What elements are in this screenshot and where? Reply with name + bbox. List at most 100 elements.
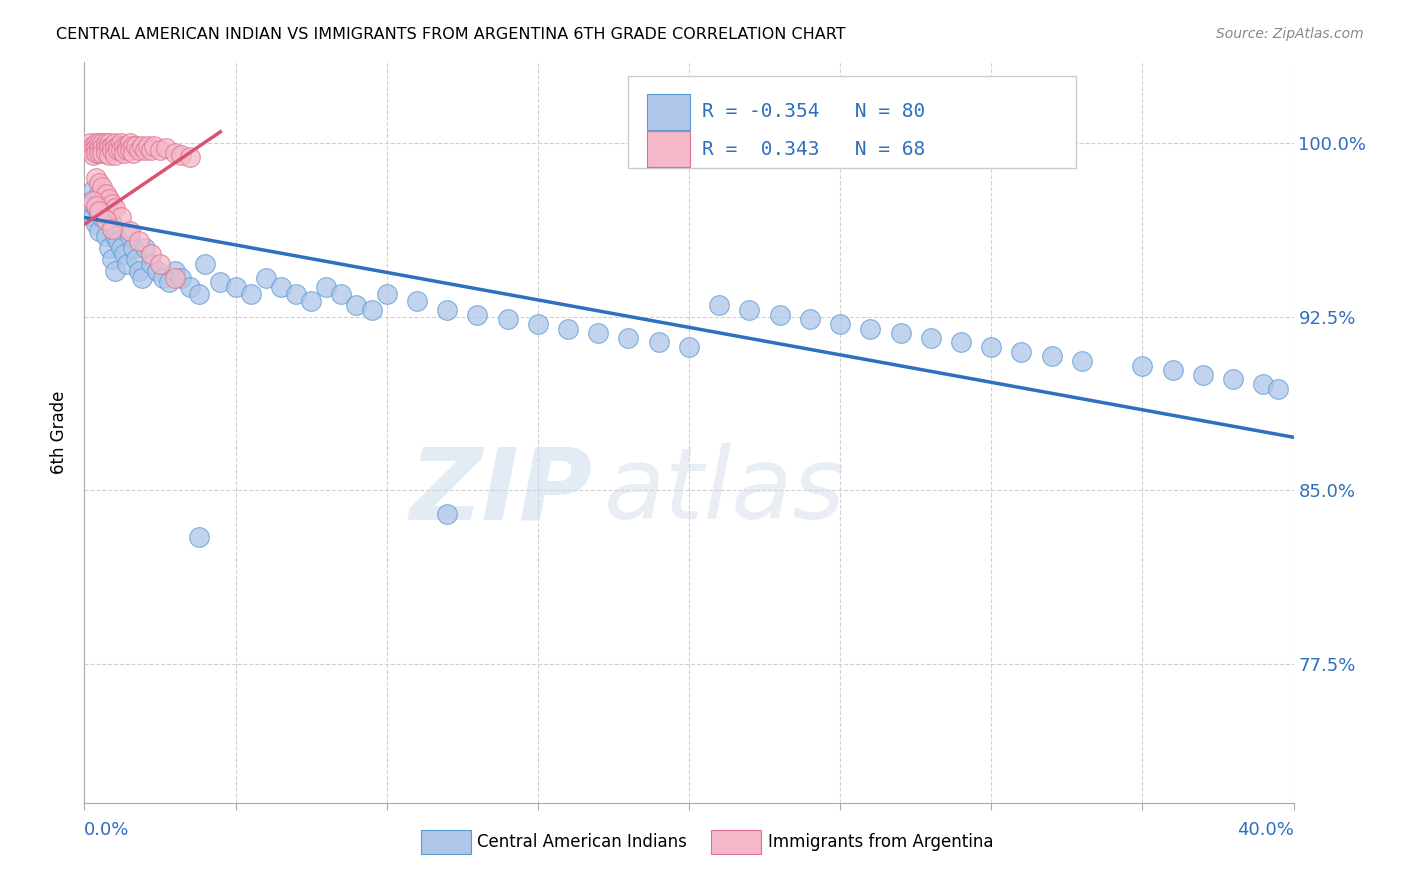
Point xyxy=(89,224,111,238)
FancyBboxPatch shape xyxy=(647,131,690,168)
Point xyxy=(179,280,201,294)
Point xyxy=(165,270,187,285)
Point xyxy=(165,145,187,160)
Point xyxy=(950,335,973,350)
Point xyxy=(157,275,180,289)
Point xyxy=(91,194,114,209)
Point xyxy=(94,187,117,202)
Point xyxy=(97,192,120,206)
Point xyxy=(128,144,150,158)
Point xyxy=(557,321,579,335)
Text: Central American Indians: Central American Indians xyxy=(478,833,688,851)
Point xyxy=(121,138,143,153)
Point xyxy=(315,280,337,294)
Point xyxy=(97,148,120,162)
Point xyxy=(115,144,138,158)
Point xyxy=(134,240,156,254)
Point xyxy=(112,138,135,153)
Point xyxy=(146,263,169,277)
Text: R = -0.354   N = 80: R = -0.354 N = 80 xyxy=(702,103,925,121)
Y-axis label: 6th Grade: 6th Grade xyxy=(51,391,69,475)
Point xyxy=(830,317,852,331)
Point xyxy=(128,263,150,277)
Point xyxy=(134,144,156,158)
Point xyxy=(225,280,247,294)
Text: atlas: atlas xyxy=(605,443,846,541)
Point xyxy=(82,144,104,158)
Point xyxy=(94,212,117,227)
Point xyxy=(100,144,122,158)
Point xyxy=(118,136,141,151)
Point xyxy=(86,218,108,232)
Point xyxy=(170,270,193,285)
Point xyxy=(1071,354,1094,368)
Point xyxy=(131,270,153,285)
Point xyxy=(170,148,193,162)
Point xyxy=(859,321,882,335)
Point xyxy=(330,286,353,301)
Point xyxy=(86,171,108,186)
Point xyxy=(110,211,132,225)
Point xyxy=(118,224,141,238)
Point xyxy=(920,331,942,345)
Point xyxy=(1253,377,1275,392)
Point xyxy=(94,201,117,215)
Point xyxy=(1011,344,1033,359)
Point xyxy=(131,138,153,153)
Point xyxy=(86,145,108,160)
Point xyxy=(188,530,211,544)
Point xyxy=(738,303,761,318)
Point xyxy=(91,136,114,151)
Point xyxy=(188,286,211,301)
Point xyxy=(527,317,550,331)
Point xyxy=(360,303,382,318)
Point xyxy=(149,257,172,271)
Point xyxy=(139,257,162,271)
Point xyxy=(1161,363,1184,377)
Point xyxy=(82,183,104,197)
Text: Source: ZipAtlas.com: Source: ZipAtlas.com xyxy=(1216,27,1364,41)
Point xyxy=(769,308,792,322)
Point xyxy=(254,270,277,285)
Point xyxy=(1192,368,1215,382)
Point xyxy=(79,136,101,151)
Point xyxy=(82,138,104,153)
Point xyxy=(678,340,700,354)
Point xyxy=(1040,349,1063,363)
Point xyxy=(299,293,322,308)
Point xyxy=(588,326,610,340)
Point xyxy=(110,144,132,158)
Point xyxy=(799,312,821,326)
Point xyxy=(94,229,117,244)
Point xyxy=(104,201,127,215)
Point xyxy=(709,298,731,312)
Point xyxy=(118,229,141,244)
Point xyxy=(115,257,138,271)
Point xyxy=(104,141,127,155)
Point xyxy=(89,187,111,202)
Text: 0.0%: 0.0% xyxy=(84,822,129,839)
Point xyxy=(139,144,162,158)
Text: 40.0%: 40.0% xyxy=(1237,822,1294,839)
Point xyxy=(346,298,368,312)
FancyBboxPatch shape xyxy=(420,830,471,854)
Point xyxy=(100,218,122,232)
Point xyxy=(91,211,114,225)
Point xyxy=(165,263,187,277)
Point xyxy=(375,286,398,301)
Point xyxy=(107,138,129,153)
Text: ZIP: ZIP xyxy=(409,443,592,541)
Point xyxy=(136,138,159,153)
Point xyxy=(406,293,429,308)
Point xyxy=(91,180,114,194)
Point xyxy=(104,229,127,244)
Point xyxy=(179,150,201,164)
Point xyxy=(110,136,132,151)
Point xyxy=(142,138,165,153)
Point xyxy=(112,247,135,261)
FancyBboxPatch shape xyxy=(628,76,1076,169)
Point xyxy=(125,138,148,153)
Point xyxy=(118,144,141,158)
Point xyxy=(79,194,101,209)
Point xyxy=(1130,359,1153,373)
